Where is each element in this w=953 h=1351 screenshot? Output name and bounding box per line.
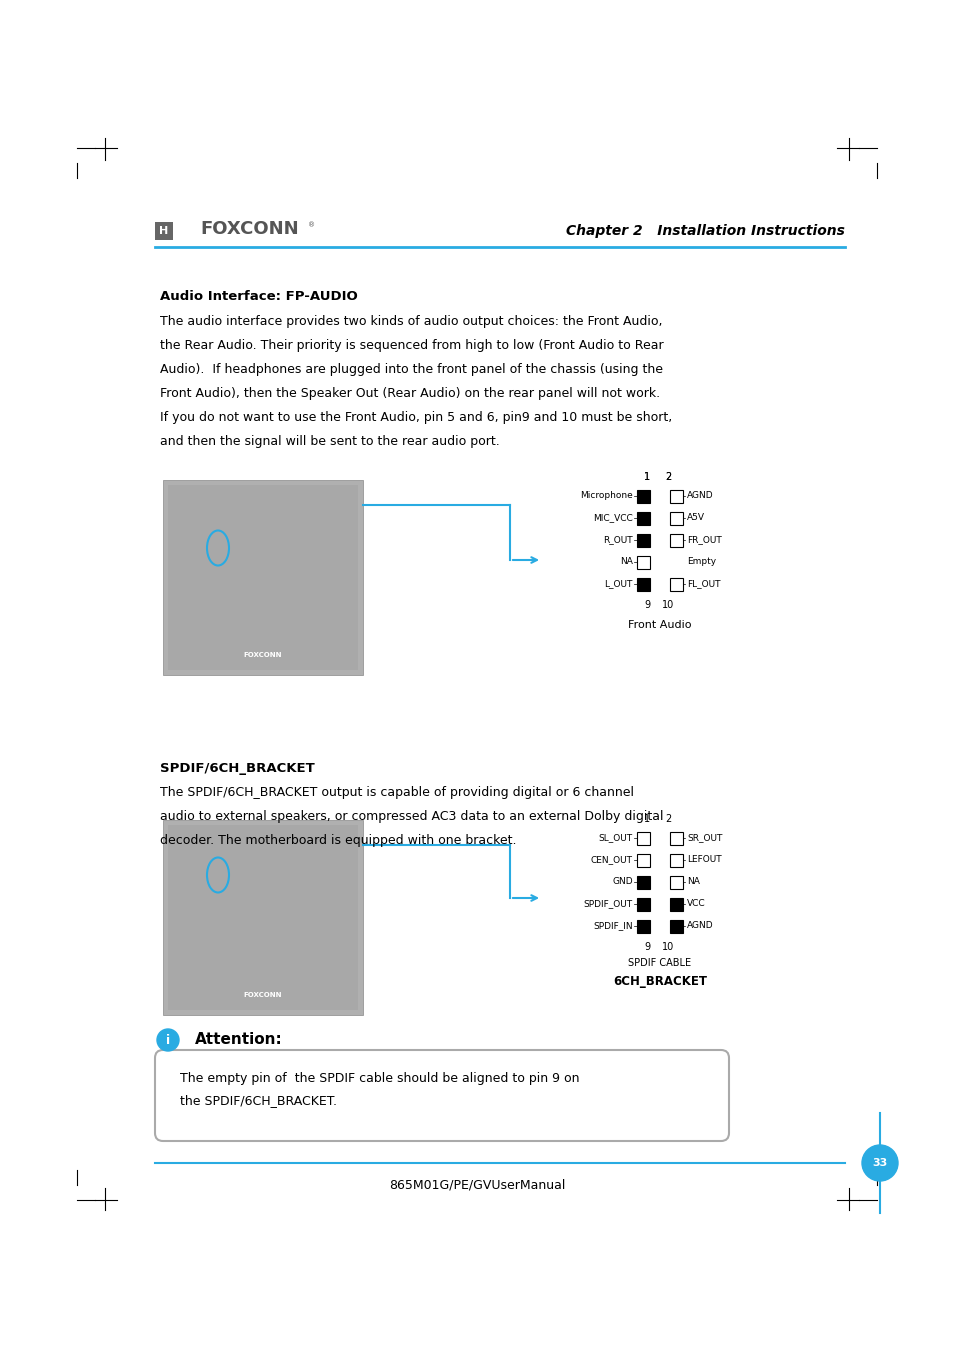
Bar <box>669 920 682 934</box>
Text: If you do not want to use the Front Audio, pin 5 and 6, pin9 and 10 must be shor: If you do not want to use the Front Audi… <box>160 411 672 424</box>
Text: SPDIF CABLE: SPDIF CABLE <box>628 958 691 969</box>
Text: H: H <box>159 226 169 236</box>
Bar <box>637 557 649 569</box>
Bar <box>637 854 649 867</box>
Circle shape <box>157 1029 179 1051</box>
Bar <box>669 898 682 911</box>
Text: 2: 2 <box>664 815 670 824</box>
Text: 10: 10 <box>661 942 674 952</box>
Text: the Rear Audio. Their priority is sequenced from high to low (Front Audio to Rea: the Rear Audio. Their priority is sequen… <box>160 339 663 353</box>
Text: 865M01G/PE/GVUserManual: 865M01G/PE/GVUserManual <box>389 1178 564 1192</box>
Text: FR_OUT: FR_OUT <box>686 535 721 544</box>
Text: 2: 2 <box>664 471 670 482</box>
Text: FOXCONN: FOXCONN <box>244 653 282 658</box>
Text: decoder. The motherboard is equipped with one bracket.: decoder. The motherboard is equipped wit… <box>160 834 516 847</box>
Text: 9: 9 <box>643 600 649 611</box>
Circle shape <box>862 1146 897 1181</box>
Text: L_OUT: L_OUT <box>604 580 633 589</box>
Text: 33: 33 <box>871 1158 886 1169</box>
Text: LEFOUT: LEFOUT <box>686 855 720 865</box>
Text: The SPDIF/6CH_BRACKET output is capable of providing digital or 6 channel: The SPDIF/6CH_BRACKET output is capable … <box>160 786 634 798</box>
FancyBboxPatch shape <box>154 222 172 240</box>
Text: CEN_OUT: CEN_OUT <box>590 855 633 865</box>
Bar <box>637 490 649 503</box>
Bar <box>669 578 682 590</box>
Text: Attention:: Attention: <box>194 1032 282 1047</box>
Bar <box>669 832 682 844</box>
Text: Microphone: Microphone <box>579 492 633 500</box>
Text: R_OUT: R_OUT <box>602 535 633 544</box>
Text: audio to external speakers, or compressed AC3 data to an external Dolby digital: audio to external speakers, or compresse… <box>160 811 662 823</box>
Text: the SPDIF/6CH_BRACKET.: the SPDIF/6CH_BRACKET. <box>180 1094 336 1106</box>
Bar <box>168 825 357 1011</box>
Text: GND: GND <box>612 878 633 886</box>
Text: SR_OUT: SR_OUT <box>686 834 721 843</box>
Text: and then the signal will be sent to the rear audio port.: and then the signal will be sent to the … <box>160 435 499 449</box>
Text: The audio interface provides two kinds of audio output choices: the Front Audio,: The audio interface provides two kinds o… <box>160 315 661 328</box>
Bar <box>637 898 649 911</box>
Bar <box>163 480 363 676</box>
Text: AGND: AGND <box>686 492 713 500</box>
Text: NA: NA <box>686 878 700 886</box>
Text: A5V: A5V <box>686 513 704 523</box>
Text: SPDIF_OUT: SPDIF_OUT <box>583 900 633 908</box>
Text: 9: 9 <box>643 942 649 952</box>
Bar <box>637 920 649 934</box>
Text: Audio Interface: FP-AUDIO: Audio Interface: FP-AUDIO <box>160 290 357 303</box>
Bar <box>163 820 363 1015</box>
Bar <box>669 854 682 867</box>
Text: 1: 1 <box>643 815 649 824</box>
Text: ®: ® <box>308 222 314 228</box>
Text: The empty pin of  the SPDIF cable should be aligned to pin 9 on: The empty pin of the SPDIF cable should … <box>180 1071 578 1085</box>
Text: Front Audio), then the Speaker Out (Rear Audio) on the rear panel will not work.: Front Audio), then the Speaker Out (Rear… <box>160 386 659 400</box>
Bar <box>669 534 682 547</box>
Text: 10: 10 <box>661 600 674 611</box>
Bar <box>637 578 649 590</box>
Text: AGND: AGND <box>686 921 713 931</box>
Bar <box>669 490 682 503</box>
Text: SL_OUT: SL_OUT <box>598 834 633 843</box>
Text: Empty: Empty <box>686 558 716 566</box>
Text: Front Audio: Front Audio <box>628 620 691 630</box>
Text: SPDIF/6CH_BRACKET: SPDIF/6CH_BRACKET <box>160 762 314 775</box>
Bar <box>669 875 682 889</box>
Text: FOXCONN: FOXCONN <box>244 992 282 998</box>
Bar <box>637 534 649 547</box>
Text: 1: 1 <box>643 471 649 482</box>
Bar <box>637 832 649 844</box>
Text: MIC_VCC: MIC_VCC <box>593 513 633 523</box>
FancyBboxPatch shape <box>154 1050 728 1142</box>
Text: 2: 2 <box>664 471 670 482</box>
Text: Chapter 2   Installation Instructions: Chapter 2 Installation Instructions <box>565 224 844 238</box>
Text: VCC: VCC <box>686 900 705 908</box>
Text: 6CH_BRACKET: 6CH_BRACKET <box>613 975 706 988</box>
Text: FL_OUT: FL_OUT <box>686 580 720 589</box>
Text: FOXCONN: FOXCONN <box>200 220 299 238</box>
Text: Audio).  If headphones are plugged into the front panel of the chassis (using th: Audio). If headphones are plugged into t… <box>160 363 662 376</box>
Bar <box>637 875 649 889</box>
Bar <box>669 512 682 526</box>
Bar <box>168 485 357 670</box>
Text: SPDIF_IN: SPDIF_IN <box>593 921 633 931</box>
Text: NA: NA <box>619 558 633 566</box>
Text: i: i <box>166 1034 170 1047</box>
Text: 1: 1 <box>643 471 649 482</box>
Bar <box>637 512 649 526</box>
